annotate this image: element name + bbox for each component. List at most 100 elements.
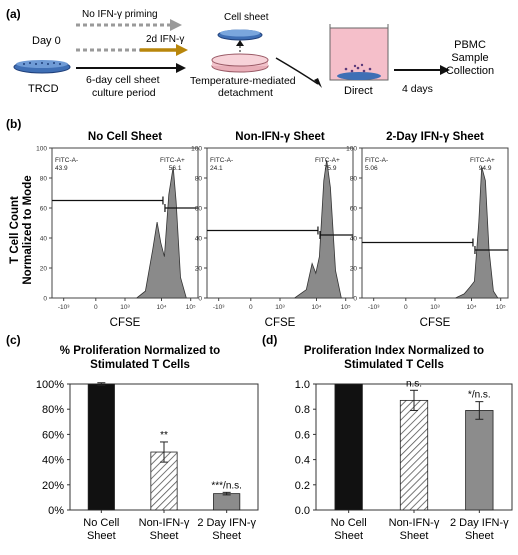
bar-ytick-label: 0.0	[295, 505, 310, 517]
curve-arrow	[275, 57, 319, 85]
gate-pos-label: FITC-A+	[470, 157, 495, 164]
flow-xtick-label: 10⁵	[341, 304, 351, 311]
flow-ytick-label: 0	[43, 296, 47, 303]
flow-ytick-label: 0	[198, 296, 202, 303]
flow-xtick-label: -10³	[58, 304, 70, 311]
flow-ytick-label: 60	[195, 206, 203, 213]
gate-pos-label: FITC-A+	[315, 157, 340, 164]
ifn-priming-arrowhead	[176, 44, 188, 56]
flow-xtick-label: -10³	[368, 304, 380, 311]
flow-plot-title: Non-IFN-γ Sheet	[235, 131, 325, 143]
culture-line1: 6-day cell sheet	[86, 74, 160, 86]
four-day-arrowhead	[440, 65, 450, 75]
flow-ytick-label: 60	[40, 206, 48, 213]
pbmc-line1: PBMC	[454, 39, 486, 51]
flow-ytick-label: 40	[195, 236, 203, 243]
pbmc-line3: Collection	[446, 65, 494, 77]
gate-pos-label: FITC-A+	[160, 157, 185, 164]
flow-histogram	[455, 166, 499, 299]
bar-category-line2: Sheet	[400, 530, 429, 542]
bar-3	[465, 410, 494, 511]
bar-category-line2: Sheet	[465, 530, 494, 542]
bar-category-line1: Non-IFN-γ	[139, 517, 190, 529]
panel-a: (a) Day 0 TRCD No IFN-γ priming 2d IFN-γ…	[6, 7, 494, 99]
bar-ytick-label: 60%	[42, 429, 64, 441]
two-day-label: 2d IFN-γ	[146, 34, 184, 45]
bar-category-line1: No Cell	[83, 517, 119, 529]
bar-ytick-label: 0.2	[295, 480, 310, 492]
bar-category-line1: 2 Day IFN-γ	[197, 517, 256, 529]
chart-c: 0%20%40%60%80%100%No CellSheet**Non-IFN-…	[36, 379, 259, 542]
no-priming-arrowhead	[170, 19, 182, 31]
flow-ytick-label: 100	[346, 146, 357, 153]
flow-xtick-label: 10⁵	[186, 304, 196, 311]
gate-neg-value: 24.1	[210, 165, 223, 172]
no-priming-label: No IFN-γ priming	[82, 9, 158, 20]
gate-pos-value: 75.9	[324, 165, 337, 172]
bar-category-line2: Sheet	[212, 530, 241, 542]
gate-neg-label: FITC-A-	[210, 157, 233, 164]
bar-1	[87, 383, 115, 511]
bar-category-line2: Sheet	[334, 530, 363, 542]
panel-c: (c) % Proliferation Normalized to Stimul…	[6, 333, 259, 542]
significance-label: */n.s.	[468, 390, 491, 401]
flow-histogram	[293, 159, 342, 299]
bar-category-line1: 2 Day IFN-γ	[450, 517, 509, 529]
flow-ytick-label: 20	[40, 266, 48, 273]
flow-xlabel: CFSE	[265, 317, 296, 329]
flow-ylabel-line2: Normalized to Mode	[22, 175, 34, 284]
bar-category-line1: Non-IFN-γ	[389, 517, 440, 529]
gate-neg-value: 5.06	[365, 165, 378, 172]
flow-plot-3: 2-Day IFN-γ Sheet 100 80 60 40 20 0 -10³ 0 10³ 10⁴…	[346, 131, 509, 329]
flow-xtick-label: 0	[249, 304, 253, 311]
flow-ytick-label: 100	[191, 146, 202, 153]
flow-plot-title: No Cell Sheet	[88, 131, 162, 143]
flow-ytick-label: 80	[40, 176, 48, 183]
bar-ytick-label: 0.8	[295, 404, 310, 416]
detach-line1: Temperature-mediated	[190, 75, 296, 87]
panel-a-label: (a)	[6, 7, 21, 21]
gate-neg-label: FITC-A-	[55, 157, 78, 164]
cell-sheet-label: Cell sheet	[224, 12, 269, 23]
chart-c-title-line2: Stimulated T Cells	[90, 359, 190, 371]
panel-d: (d) Proliferation Index Normalized to St…	[262, 333, 513, 542]
direct-label: Direct	[344, 85, 373, 97]
bar-category-line2: Sheet	[150, 530, 179, 542]
flow-xtick-label: 0	[94, 304, 98, 311]
flow-ytick-label: 20	[195, 266, 203, 273]
panel-b-label: (b)	[6, 117, 21, 131]
transwell-icon	[329, 24, 389, 81]
flow-xtick-label: 10⁴	[311, 304, 321, 311]
flow-ytick-label: 80	[350, 176, 358, 183]
bar-category-line2: Sheet	[87, 530, 116, 542]
significance-label: **	[160, 430, 168, 441]
significance-label: n.s.	[406, 378, 422, 389]
flow-histogram	[135, 166, 187, 299]
pbmc-line2: Sample	[451, 52, 488, 64]
bar-ytick-label: 20%	[42, 480, 64, 492]
flow-ytick-label: 100	[36, 146, 47, 153]
bar-ytick-label: 0.6	[295, 429, 310, 441]
panel-d-label: (d)	[262, 333, 277, 347]
cell-sheet-icon	[217, 29, 263, 41]
bar-ytick-label: 40%	[42, 455, 64, 467]
bar-category-line1: No Cell	[331, 517, 367, 529]
detach-line2: detachment	[218, 87, 273, 99]
gate-pos-value: 94.9	[479, 165, 492, 172]
bar-ytick-label: 80%	[42, 404, 64, 416]
panel-c-label: (c)	[6, 333, 21, 347]
flow-ytick-label: 40	[350, 236, 358, 243]
culture-line2: culture period	[92, 87, 156, 99]
flow-plot-2: Non-IFN-γ Sheet 100 80 60 40 20 0 -10³ 0 10³ 10⁴ 10…	[191, 131, 354, 329]
curve-arrowhead	[314, 78, 322, 88]
flow-ytick-label: 40	[40, 236, 48, 243]
flow-xtick-label: -10³	[213, 304, 225, 311]
lift-arrowhead	[236, 40, 244, 46]
flow-ylabel-line1: T Cell Count	[9, 196, 21, 264]
bar-1	[334, 383, 363, 511]
day0-label: Day 0	[32, 35, 61, 47]
chart-d-title-line2: Stimulated T Cells	[344, 359, 444, 371]
bar-ytick-label: 100%	[36, 379, 64, 391]
